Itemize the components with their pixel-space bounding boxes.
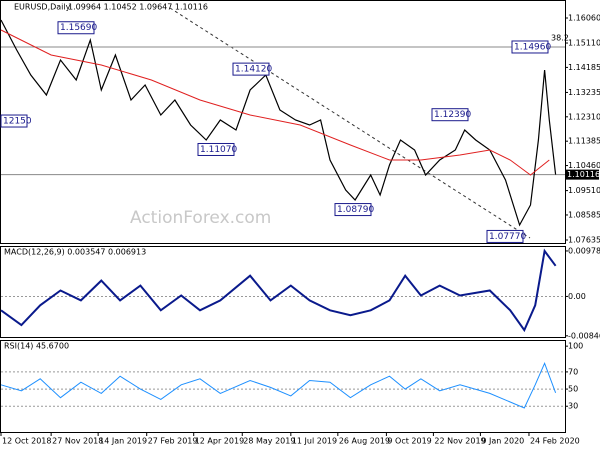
trend-line [169,7,531,239]
y-tick-label: 100 [568,342,583,351]
y-tick-label: 1.11385 [568,137,600,146]
moving-average [0,29,550,176]
rsi-panel [0,340,566,433]
x-tick-label: 22 Nov 2019 [434,437,485,446]
annotation-box [431,108,469,122]
annotation: 1.08790 [337,205,374,215]
watermark: ActionForex.com [130,208,271,228]
y-tick-label: 1.15110 [568,39,600,48]
y-tick-label: 70 [568,367,578,376]
x-tick-label: 9 Oct 2019 [387,437,431,446]
annotation: 1.14120 [235,65,272,75]
y-tick-label: -0.008464 [568,331,600,340]
x-tick-label: 11 Jul 2019 [292,437,337,446]
y-tick-label: 1.14185 [568,63,600,72]
x-tick-label: 14 Jan 2019 [99,437,147,446]
annotation: 1.14960 [514,42,551,52]
annotation: 1.11070 [200,145,237,155]
x-tick-label: 26 Aug 2019 [339,437,390,446]
macd-label: MACD(12,26,9) 0.003547 0.006913 [4,248,146,257]
annotation-box [197,142,235,156]
y-tick-label: 30 [568,402,578,411]
price-box [565,169,599,180]
annotation-box [232,62,270,76]
annotation-box [57,21,95,35]
macd-panel [0,246,566,338]
price-label: 1.10116 [567,170,600,179]
x-tick-label: 24 Feb 2020 [530,437,580,446]
annotation: 1.07770 [489,232,526,242]
x-tick-label: 12 Oct 2018 [2,437,51,446]
y-tick-label: 0.00 [568,292,586,301]
y-tick-label: 1.08585 [568,210,600,219]
y-tick-label: 1.12310 [568,112,600,121]
annotation-box [486,229,524,243]
rsi-label: RSI(14) 45.6700 [4,342,69,351]
y-tick-label: 1.13235 [568,88,600,97]
rsi-line [0,361,557,409]
y-tick-label: 50 [568,385,578,394]
x-tick-label: 27 Nov 2018 [52,437,103,446]
y-tick-label: 1.16060 [568,13,600,22]
price-line-series [0,19,557,227]
x-tick-label: 27 Feb 2019 [148,437,198,446]
y-tick-label: 1.10460 [568,161,600,170]
annotation: 12150 [3,117,32,127]
annotation-box [334,203,372,217]
annotation-box [511,40,549,54]
x-tick-label: 28 May 2019 [243,437,295,446]
annotation: 1.15690 [60,23,97,33]
annotation: 1.12390 [434,110,471,120]
x-tick-label: 9 Jan 2020 [481,437,524,446]
y-tick-label: 1.09510 [568,186,600,195]
x-tick-label: 12 Apr 2019 [195,437,244,446]
y-tick-label: 1.07635 [568,235,600,244]
chart-title: EURUSD,Daily [14,3,71,12]
y-tick-label: 0.00978 [568,246,600,255]
header-values: 1.09964 1.10452 1.09647 1.10116 [68,3,208,12]
fib-label: 38.2 [551,34,569,43]
macd-line [0,248,557,333]
annotation-box [0,114,28,128]
